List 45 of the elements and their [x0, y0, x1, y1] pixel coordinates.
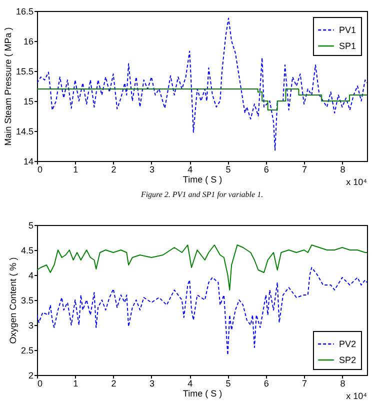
legend-label: SP2: [339, 355, 356, 365]
legend-label: SP1: [339, 41, 356, 51]
y-tick-label: 15.5: [16, 66, 34, 76]
legend-label: PV2: [339, 339, 356, 349]
x-tick-label: 7: [302, 164, 308, 174]
y-tick-label: 2.5: [20, 346, 34, 356]
x-axis-title: Time ( S ): [182, 174, 222, 184]
x-tick-label: 3: [149, 164, 154, 174]
x-tick-label: 0: [38, 378, 43, 388]
y-tick-label: 14.5: [16, 126, 34, 136]
y-axis-title: Oxygen Content ( % ): [8, 257, 18, 344]
y-tick-label: 3: [28, 320, 34, 330]
y-tick-label: 4: [28, 270, 34, 280]
x-tick-label: 1: [73, 378, 78, 388]
x-tick-label: 4: [188, 164, 193, 174]
line-series: [37, 18, 367, 151]
text: x 10⁴: [346, 391, 368, 401]
y-tick-label: 3.5: [20, 296, 34, 306]
x-tick-label: 7: [302, 378, 308, 388]
x-tick-label: 3: [149, 378, 154, 388]
x-tick-label: 2: [111, 378, 116, 388]
y-axis-title: Main Steam Pressure ( MPa ): [2, 27, 13, 146]
x-tick-label: 0: [38, 164, 43, 174]
y-tick-label: 2: [28, 370, 34, 380]
x-axis-title: Time ( S ): [182, 388, 222, 398]
x-tick-label: 8: [340, 378, 346, 388]
x-tick-label: 1: [73, 164, 78, 174]
caption: Figure 2. PV1 and SP1 for variable 1.: [140, 190, 264, 199]
x-tick-label: 6: [264, 378, 269, 388]
x-tick-label: 2: [111, 164, 116, 174]
x-tick-label: 5: [226, 378, 231, 388]
y-tick-label: 5: [28, 220, 34, 230]
line-series: [37, 267, 367, 356]
line-series: [37, 244, 367, 290]
x-tick-label: 4: [188, 378, 193, 388]
x-tick-label: 8: [340, 164, 346, 174]
y-tick-label: 16: [23, 36, 34, 46]
text: x 10⁴: [346, 177, 368, 187]
y-tick-label: 15: [23, 96, 34, 106]
y-tick-label: 14: [23, 156, 34, 166]
x-tick-label: 5: [226, 164, 231, 174]
y-tick-label: 4.5: [20, 246, 34, 256]
y-tick-label: 16.5: [16, 6, 34, 16]
legend-label: PV1: [339, 25, 356, 35]
x-tick-label: 6: [264, 164, 269, 174]
